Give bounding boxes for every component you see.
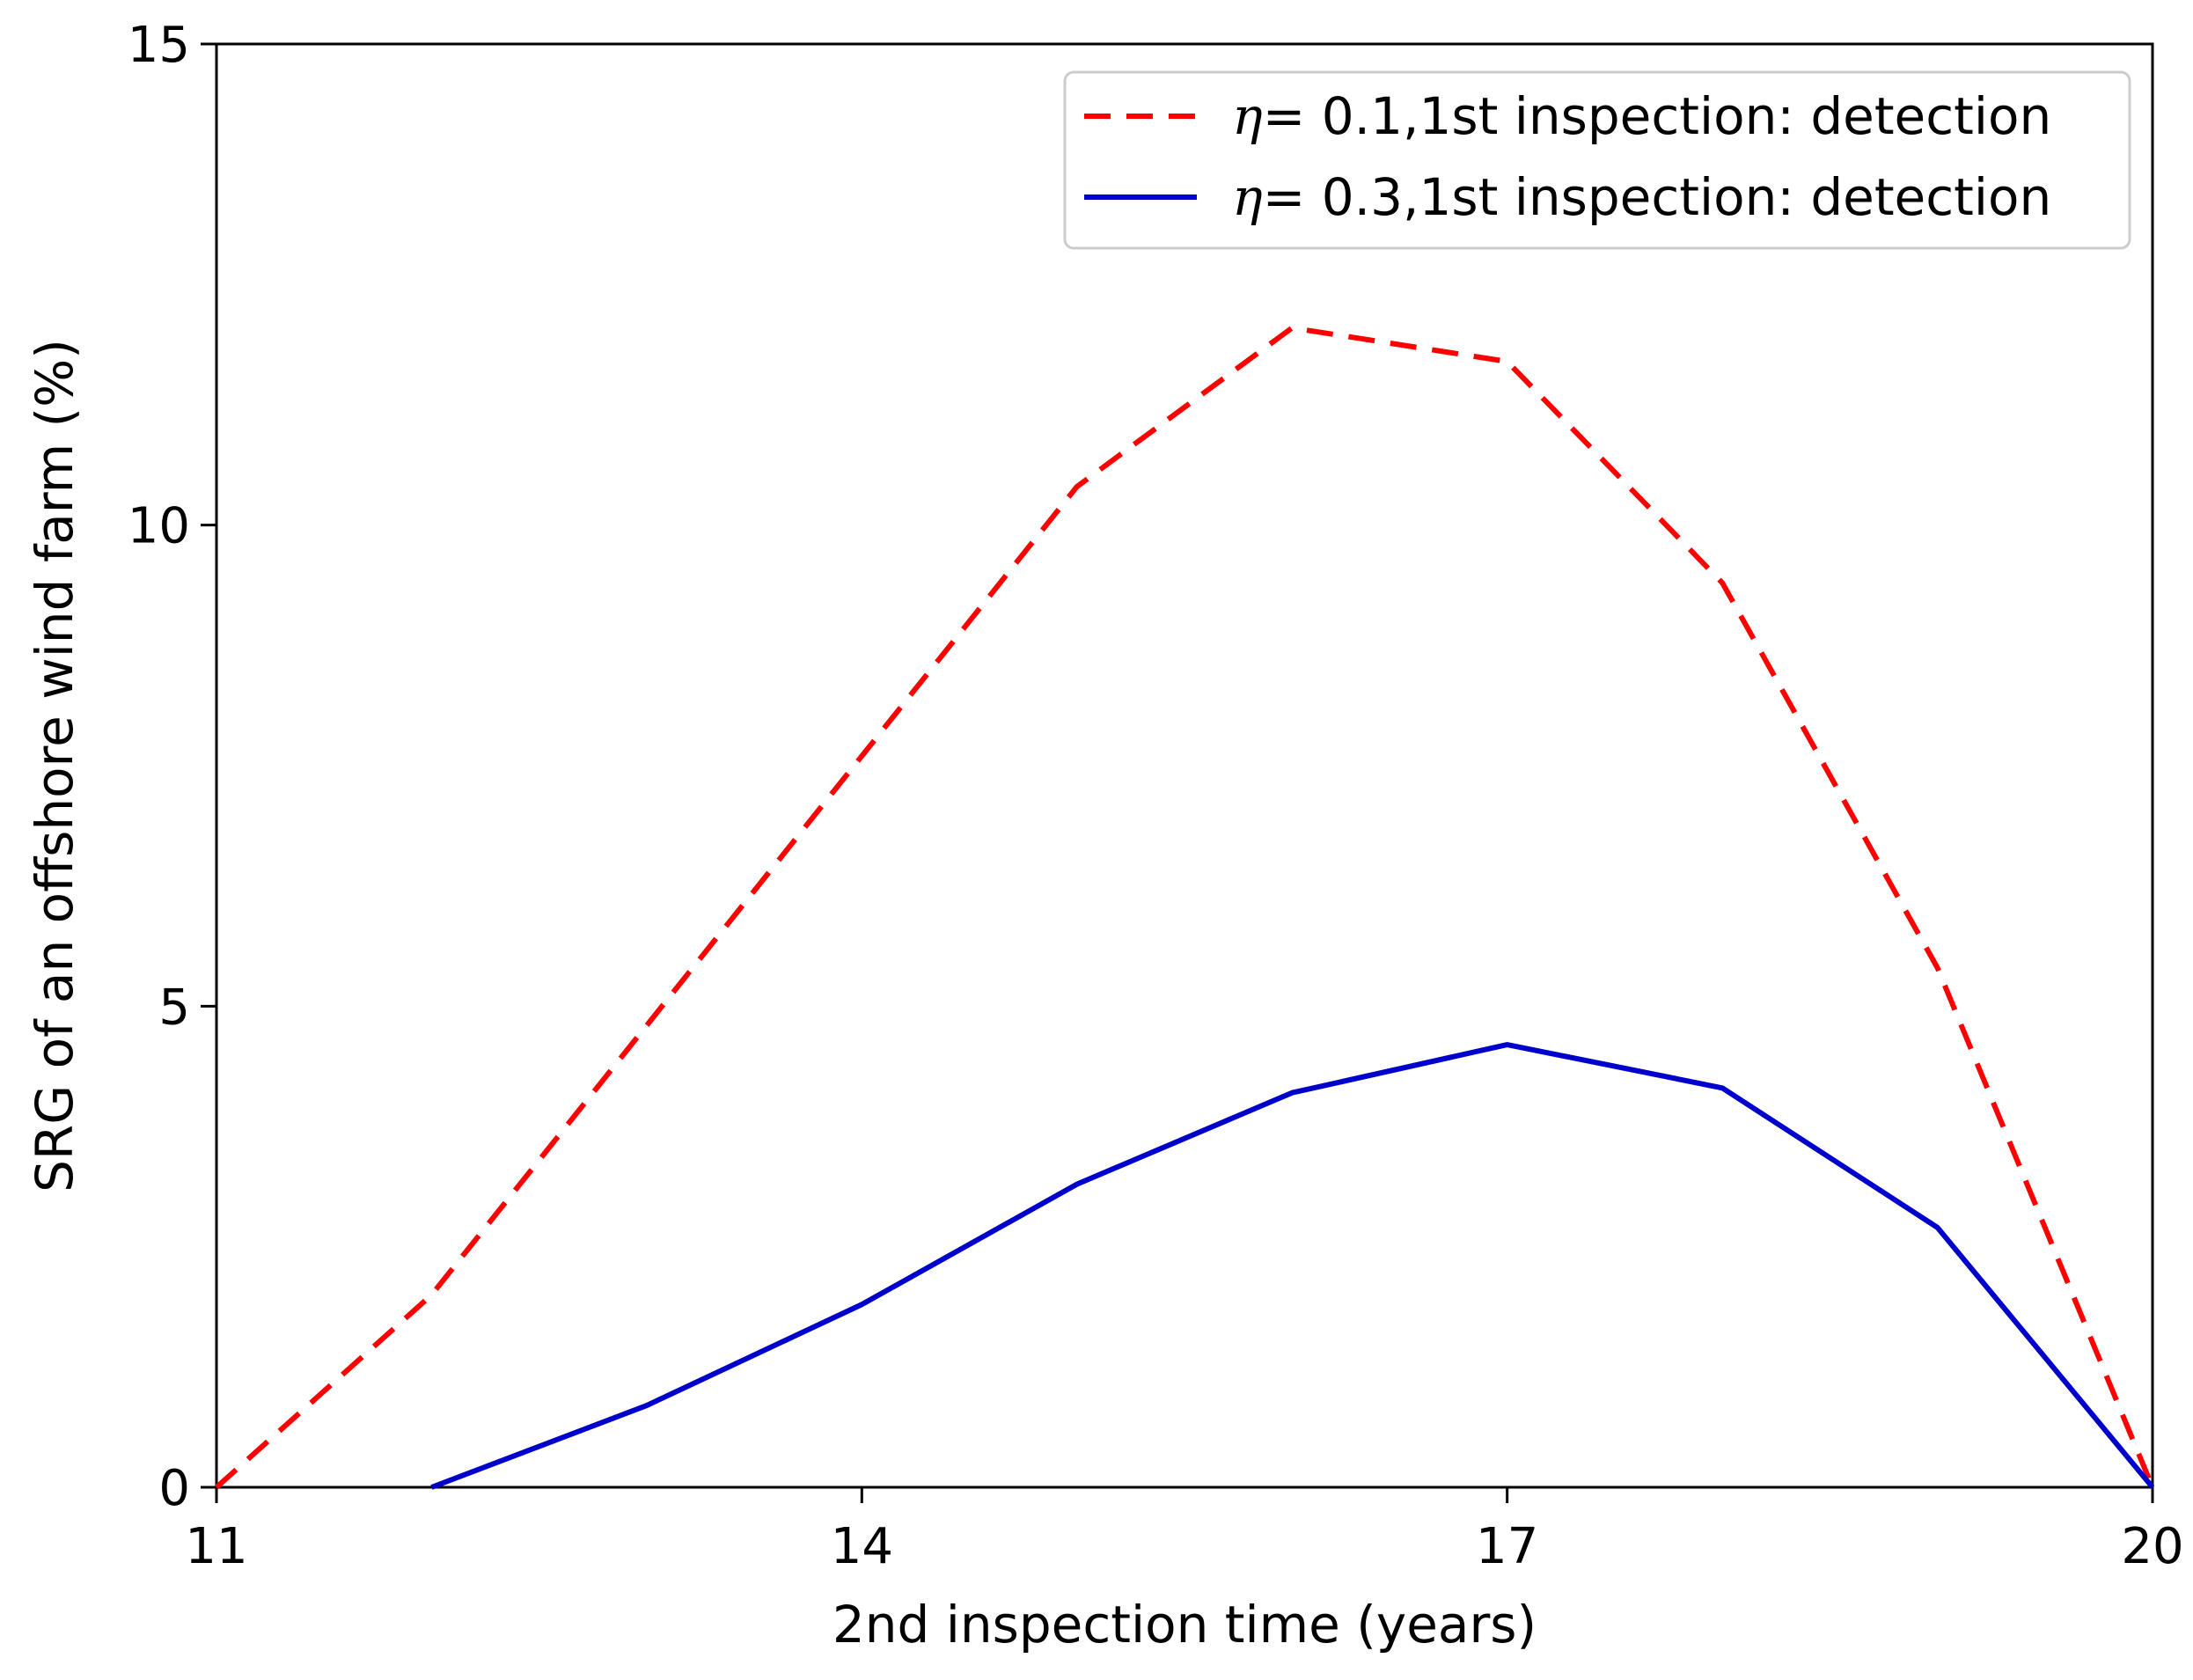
series-layer bbox=[214, 325, 2155, 1490]
y-tick-label: 10 bbox=[128, 498, 190, 555]
y-tick-label: 5 bbox=[158, 979, 190, 1036]
legend-label-series-1: η= 0.1,1st inspection: detection bbox=[1232, 86, 2051, 146]
x-tick-label: 11 bbox=[185, 1518, 247, 1575]
plot-area bbox=[215, 42, 2154, 1489]
y-tick-label: 0 bbox=[158, 1460, 190, 1517]
x-tick-label: 17 bbox=[1476, 1518, 1538, 1575]
y-axis-title: SRG of an offshore wind farm (%) bbox=[25, 339, 84, 1192]
series-line-1 bbox=[214, 325, 2155, 1490]
x-tick-label: 14 bbox=[831, 1518, 893, 1575]
x-axis-ticks: 11 14 17 20 bbox=[185, 1487, 2184, 1575]
y-axis-ticks: 0 5 10 15 bbox=[128, 17, 216, 1517]
legend-box bbox=[1063, 70, 2131, 250]
legend: η= 0.1,1st inspection: detection η= 0.3,… bbox=[1063, 70, 2131, 250]
x-tick-label: 20 bbox=[2121, 1518, 2183, 1575]
legend-label-series-2: η= 0.3,1st inspection: detection bbox=[1232, 167, 2051, 227]
y-tick-label: 15 bbox=[128, 17, 190, 74]
x-axis-title: 2nd inspection time (years) bbox=[832, 1595, 1537, 1654]
series-line-2 bbox=[430, 1042, 2155, 1490]
